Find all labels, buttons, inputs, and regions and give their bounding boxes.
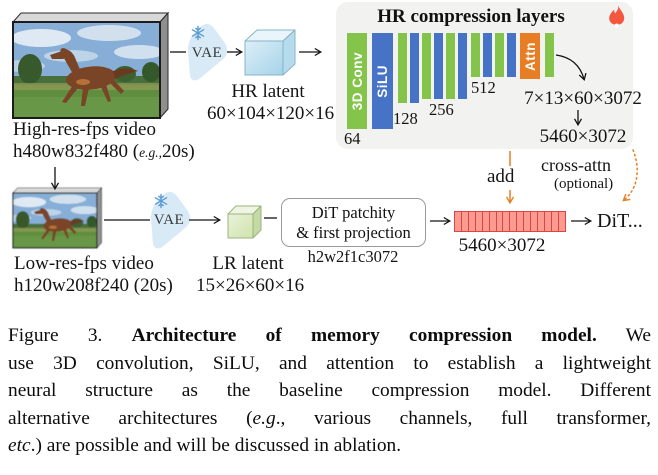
hr-latent-cube: [244, 29, 296, 76]
lr-latent-dims: 15×26×60×16: [196, 275, 305, 296]
layer-bar: [507, 33, 516, 77]
caption-line: neural structure as the baseline compres…: [8, 377, 651, 405]
dit-patchify-spec: h2w2f1c3072: [307, 247, 399, 266]
text-segment: ., various channels, full transformer,: [275, 407, 651, 429]
caption-line: Figure 3. Architecture of memory compres…: [8, 322, 651, 350]
layer-bar-label: Attn: [522, 41, 538, 71]
lr-video-spec: h120w208f240 (20s): [14, 275, 173, 296]
token-dims: 5460×3072: [458, 235, 546, 256]
hr-video-spec: h480w832f480 (e.g.,20s): [13, 141, 195, 163]
lr-latent-label: LR latent: [212, 253, 284, 274]
fire-icon: [609, 5, 625, 28]
channel-count-label: 128: [393, 109, 418, 128]
channel-count-label: 512: [471, 78, 496, 97]
text-segment: Figure 3.: [8, 325, 132, 346]
dit-label: DiT...: [597, 210, 643, 232]
channel-count-label: 256: [429, 100, 454, 119]
text-segment: .) are possible and will be discussed in…: [30, 435, 402, 457]
figure-caption: Figure 3. Architecture of memory compres…: [8, 322, 651, 460]
layer-bar: [545, 33, 554, 77]
token-sequence-bar: [454, 211, 567, 232]
layer-bar: [434, 33, 443, 99]
layer-bar: [398, 33, 407, 103]
hr-output-dims: 7×13×60×3072: [524, 88, 642, 109]
text-segment: Architecture of memory compression model…: [131, 325, 597, 346]
cross-attn-note: (optional): [554, 176, 614, 192]
lr-vae-label: VAE: [153, 212, 185, 228]
dit-patchify-line1: DiT patchity: [311, 202, 396, 222]
text-segment: neural structure as the baseline compres…: [8, 380, 651, 402]
dit-patchify-line2: & first projection: [296, 222, 411, 242]
text-segment: h480w832f480 (: [13, 141, 140, 162]
text-segment: 20s): [162, 141, 195, 162]
text-segment: etc: [8, 435, 31, 457]
layer-bar: [446, 33, 455, 99]
layer-bar-label: 3D Conv: [349, 51, 365, 111]
layer-bar: [483, 33, 492, 77]
text-segment: e.g.,: [139, 145, 163, 160]
hr-video-caption: High-res-fps video: [13, 119, 156, 140]
layer-bar: [471, 33, 480, 77]
text-segment: We: [596, 325, 652, 346]
caption-line: use 3D convolution, SiLU, and attention …: [8, 350, 651, 378]
layer-bar-silu: SiLU: [372, 33, 393, 129]
lr-latent-cube: [227, 205, 262, 239]
caption-line: etc.) are possible and will be discussed…: [8, 432, 651, 460]
layer-bar: [495, 33, 504, 77]
dit-patchify-box: DiT patchity & first projection: [281, 198, 426, 247]
layer-bar: [422, 33, 431, 99]
text-segment: alternative architectures (: [8, 407, 253, 429]
black-connectors: [50, 47, 593, 226]
lr-video-caption: Low-res-fps video: [14, 253, 154, 274]
caption-line: alternative architectures (e.g., various…: [8, 405, 651, 433]
layer-bar: [458, 33, 467, 99]
layer-bar: [410, 33, 419, 103]
hr-latent-dims: 60×104×120×16: [207, 103, 335, 124]
cross-attn-label: cross-attn: [541, 155, 611, 175]
layer-bar-attn: Attn: [520, 33, 540, 79]
channel-count-label: 64: [344, 129, 361, 148]
add-label: add: [487, 166, 515, 187]
text-segment: e.g: [252, 407, 276, 429]
orange-connectors: [505, 149, 638, 205]
hr-flattened-dims: 5460×3072: [539, 126, 627, 147]
hr-compression-box-title: HR compression layers: [377, 6, 565, 27]
layer-bar-3d-conv: 3D Conv: [347, 33, 367, 129]
layer-bar-label: SiLU: [375, 64, 390, 98]
text-segment: use 3D convolution, SiLU, and attention …: [8, 352, 651, 374]
low-res-video-thumbnail: [6, 188, 101, 248]
hr-vae-label: VAE: [191, 45, 223, 61]
hr-latent-label: HR latent: [231, 81, 305, 102]
high-res-video-thumbnail: [1, 13, 168, 118]
token-cell: [557, 211, 567, 232]
